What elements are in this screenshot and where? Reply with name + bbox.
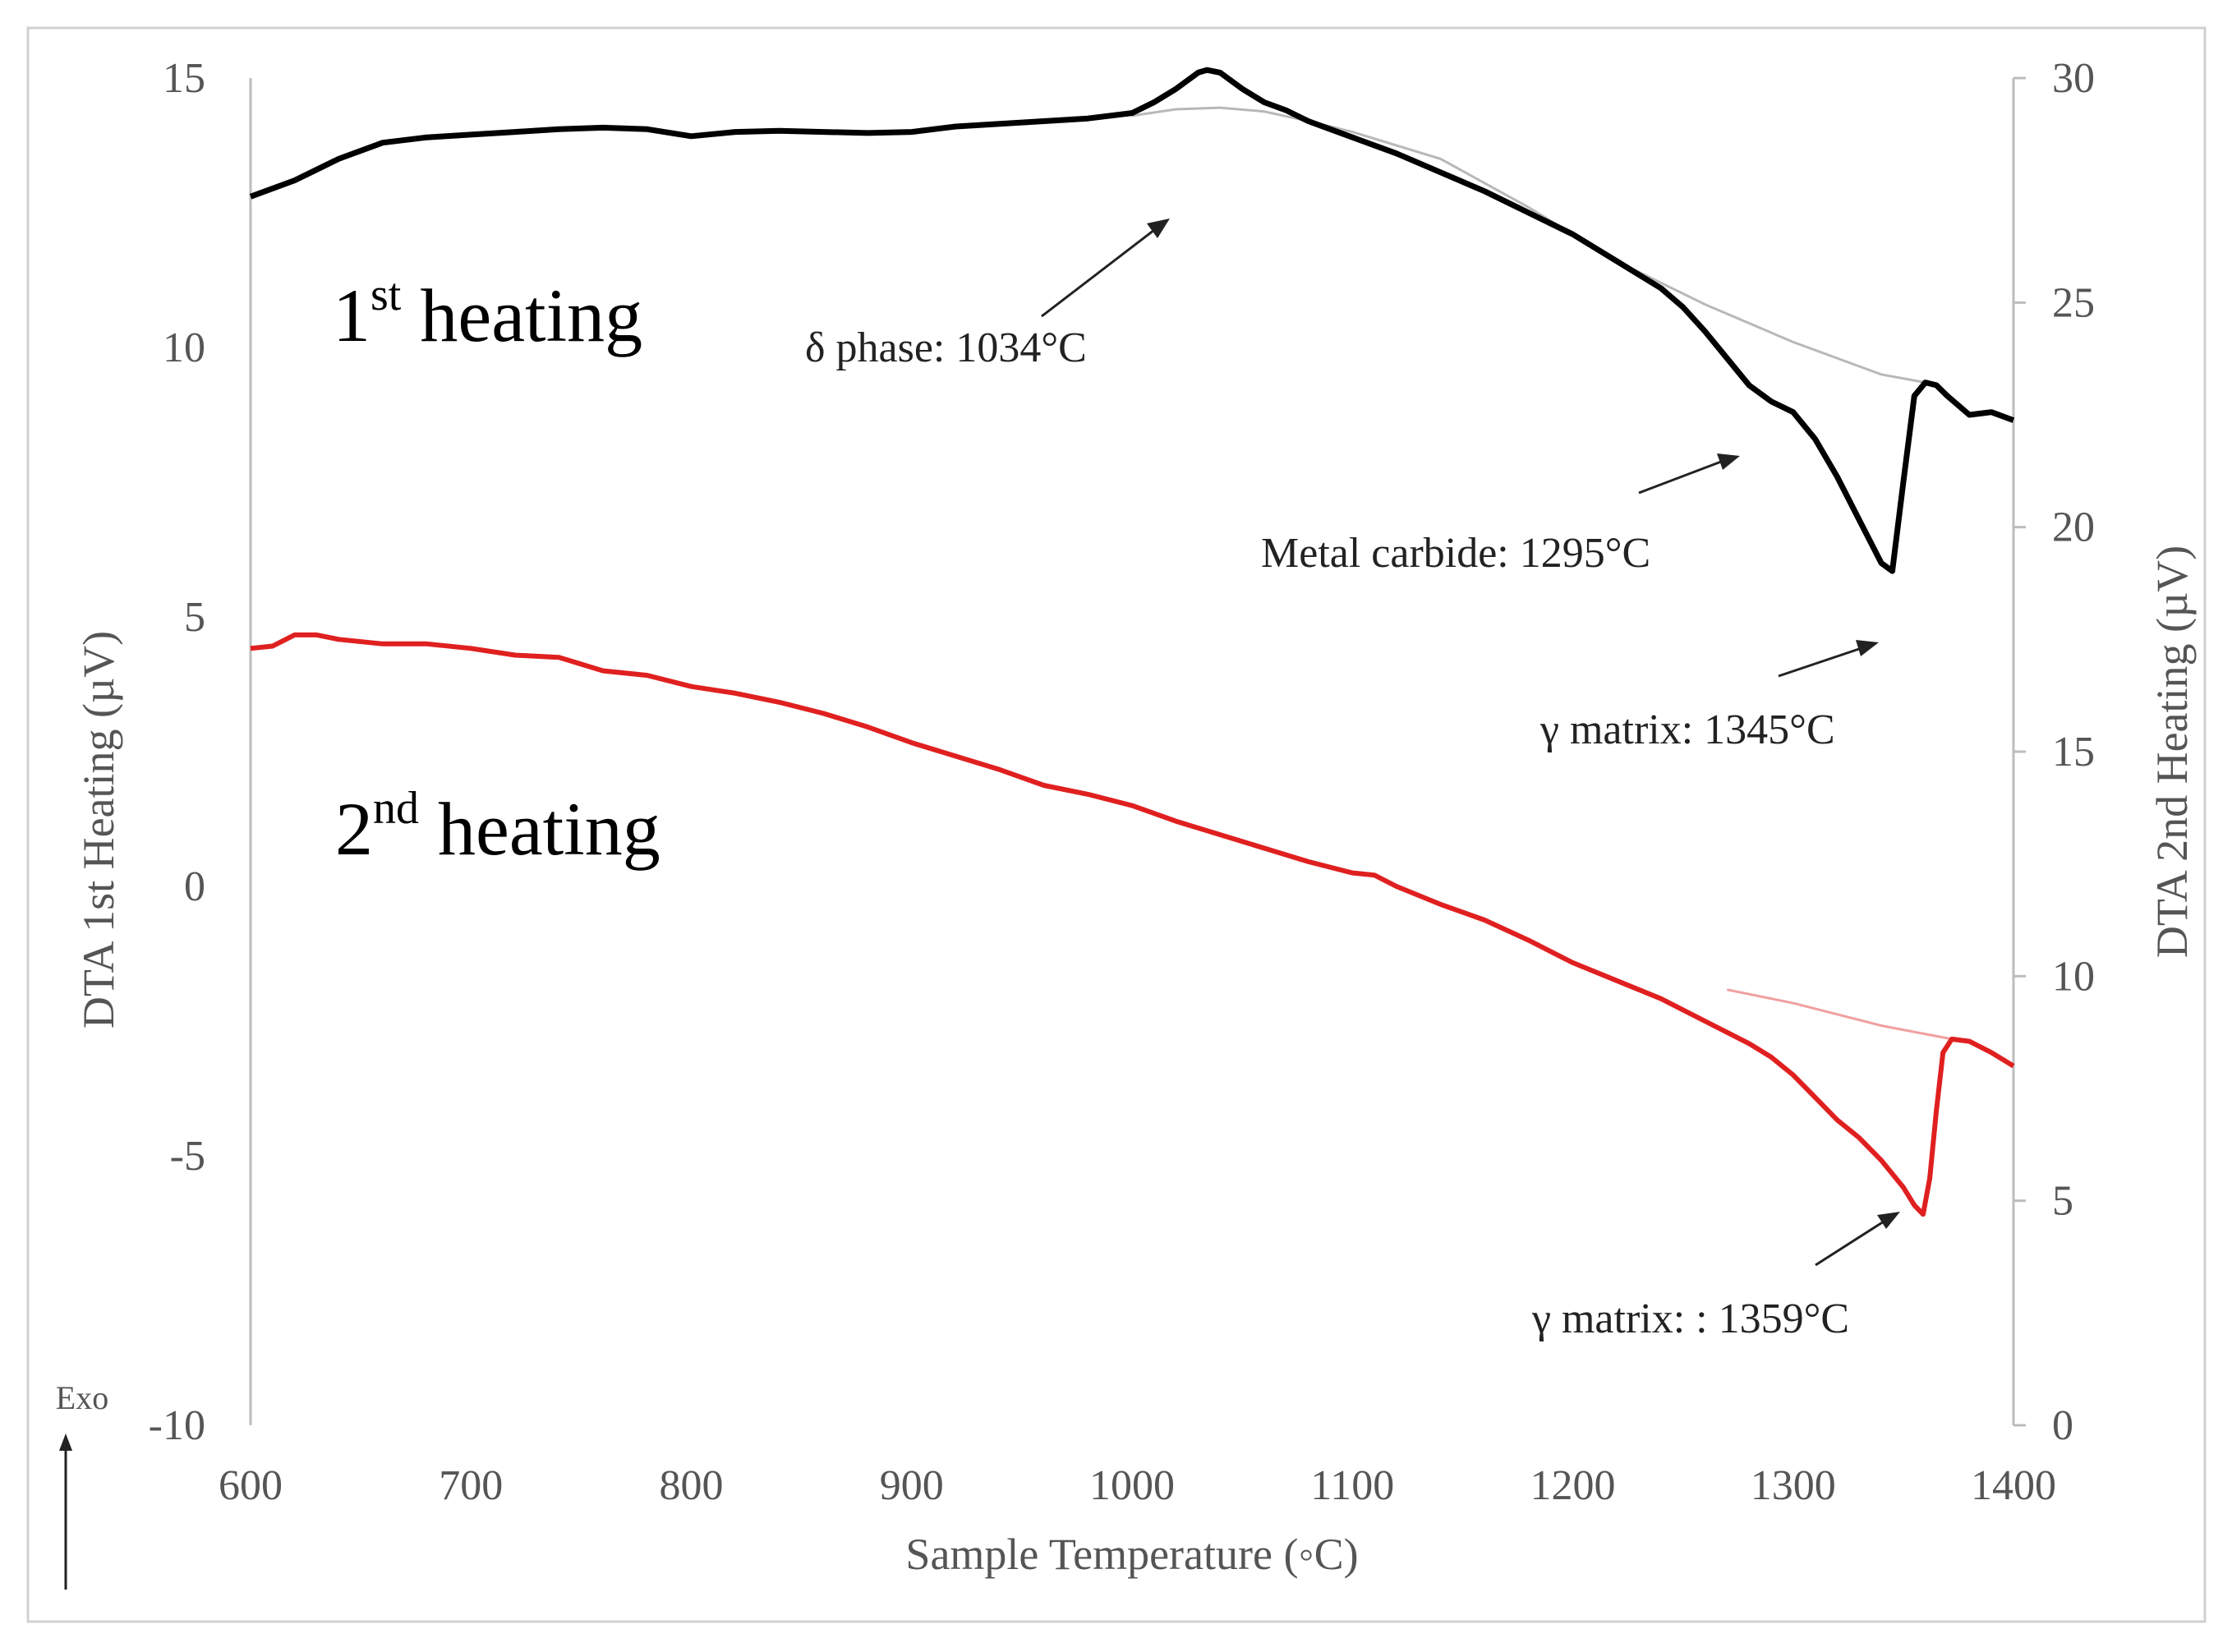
x-tick-label: 1000 xyxy=(1089,1462,1175,1509)
y-right-tick-label: 15 xyxy=(2052,729,2095,775)
annotation-arrow xyxy=(1638,460,1722,495)
annotation-label: Metal carbide: 1295°C xyxy=(1261,530,1650,577)
y-right-tick-label: 5 xyxy=(2052,1178,2073,1225)
series-line-2nd-heating-baseline xyxy=(1727,988,1953,1041)
y-left-tick-label: 15 xyxy=(163,55,205,102)
x-tick-label: 1200 xyxy=(1530,1462,1616,1509)
annotation-arrow xyxy=(1041,228,1155,318)
series-line-2nd-heating xyxy=(250,632,2015,1217)
annotation-label: δ phase: 1034°C xyxy=(805,324,1087,371)
x-tick-label: 900 xyxy=(880,1462,944,1509)
y-left-tick-label: 0 xyxy=(184,863,205,910)
y-left-tick-label: 10 xyxy=(163,324,205,371)
y-left-tick-label: -10 xyxy=(149,1402,205,1449)
annotation-arrow xyxy=(1815,1220,1885,1267)
annotation-gamma-matrix-2: γ matrix: : 1359°C xyxy=(1531,1212,1900,1342)
y-right-tick-label: 30 xyxy=(2052,55,2095,102)
y-right-tick-label: 20 xyxy=(2052,504,2095,551)
chart-frame xyxy=(26,26,2207,1623)
exo-label: Exo xyxy=(56,1379,108,1416)
annotation-metal-carbide: Metal carbide: 1295°C xyxy=(1261,453,1740,577)
y-right-tick-label: 0 xyxy=(2052,1402,2073,1449)
x-tick-label: 600 xyxy=(219,1462,283,1509)
annotation-arrow-head xyxy=(1877,1212,1900,1229)
x-tick-label: 1400 xyxy=(1971,1462,2056,1509)
annotation-arrow-head xyxy=(1717,453,1740,470)
series-label-1st-heating: 1st heating xyxy=(333,269,642,357)
y-axis-left-ticks: -10 -5 0 5 10 15 xyxy=(149,55,205,1449)
y-right-tick-label: 25 xyxy=(2052,279,2095,326)
x-tick-label: 700 xyxy=(439,1462,503,1509)
y-left-tick-label: 5 xyxy=(184,594,205,641)
exo-arrow-head xyxy=(59,1433,72,1451)
x-tick-label: 800 xyxy=(660,1462,724,1509)
series-line-1st-heating xyxy=(249,67,2015,574)
y-right-tick-label: 10 xyxy=(2052,953,2095,1000)
annotation-delta-phase: δ phase: 1034°C xyxy=(805,219,1170,371)
annotation-arrow xyxy=(1778,647,1860,678)
annotation-label: γ matrix: : 1359°C xyxy=(1531,1295,1849,1342)
x-axis-ticks: 600 700 800 900 1000 1100 1200 1300 1400 xyxy=(219,1462,2056,1509)
annotation-label: γ matrix: 1345°C xyxy=(1539,706,1835,753)
y-axis-left-title: DTA 1st Heating (µV) xyxy=(74,631,123,1028)
x-tick-label: 1100 xyxy=(1310,1462,1394,1509)
series-label-2nd-heating: 2nd heating xyxy=(335,783,660,871)
y-left-tick-label: -5 xyxy=(170,1133,205,1180)
y-axis-right-title: DTA 2nd Heating (µV) xyxy=(2147,545,2197,958)
y-axis-right-ticks: 0 5 10 15 20 25 30 xyxy=(2013,55,2095,1449)
series-line-1st-heating-baseline xyxy=(1131,106,1926,384)
annotation-gamma-matrix-1: γ matrix: 1345°C xyxy=(1539,640,1879,753)
x-axis-title: Sample Temperature (◦C) xyxy=(905,1530,1358,1579)
annotation-arrow-head xyxy=(1856,640,1879,656)
annotation-arrow-head xyxy=(1147,219,1170,238)
x-tick-label: 1300 xyxy=(1751,1462,1836,1509)
